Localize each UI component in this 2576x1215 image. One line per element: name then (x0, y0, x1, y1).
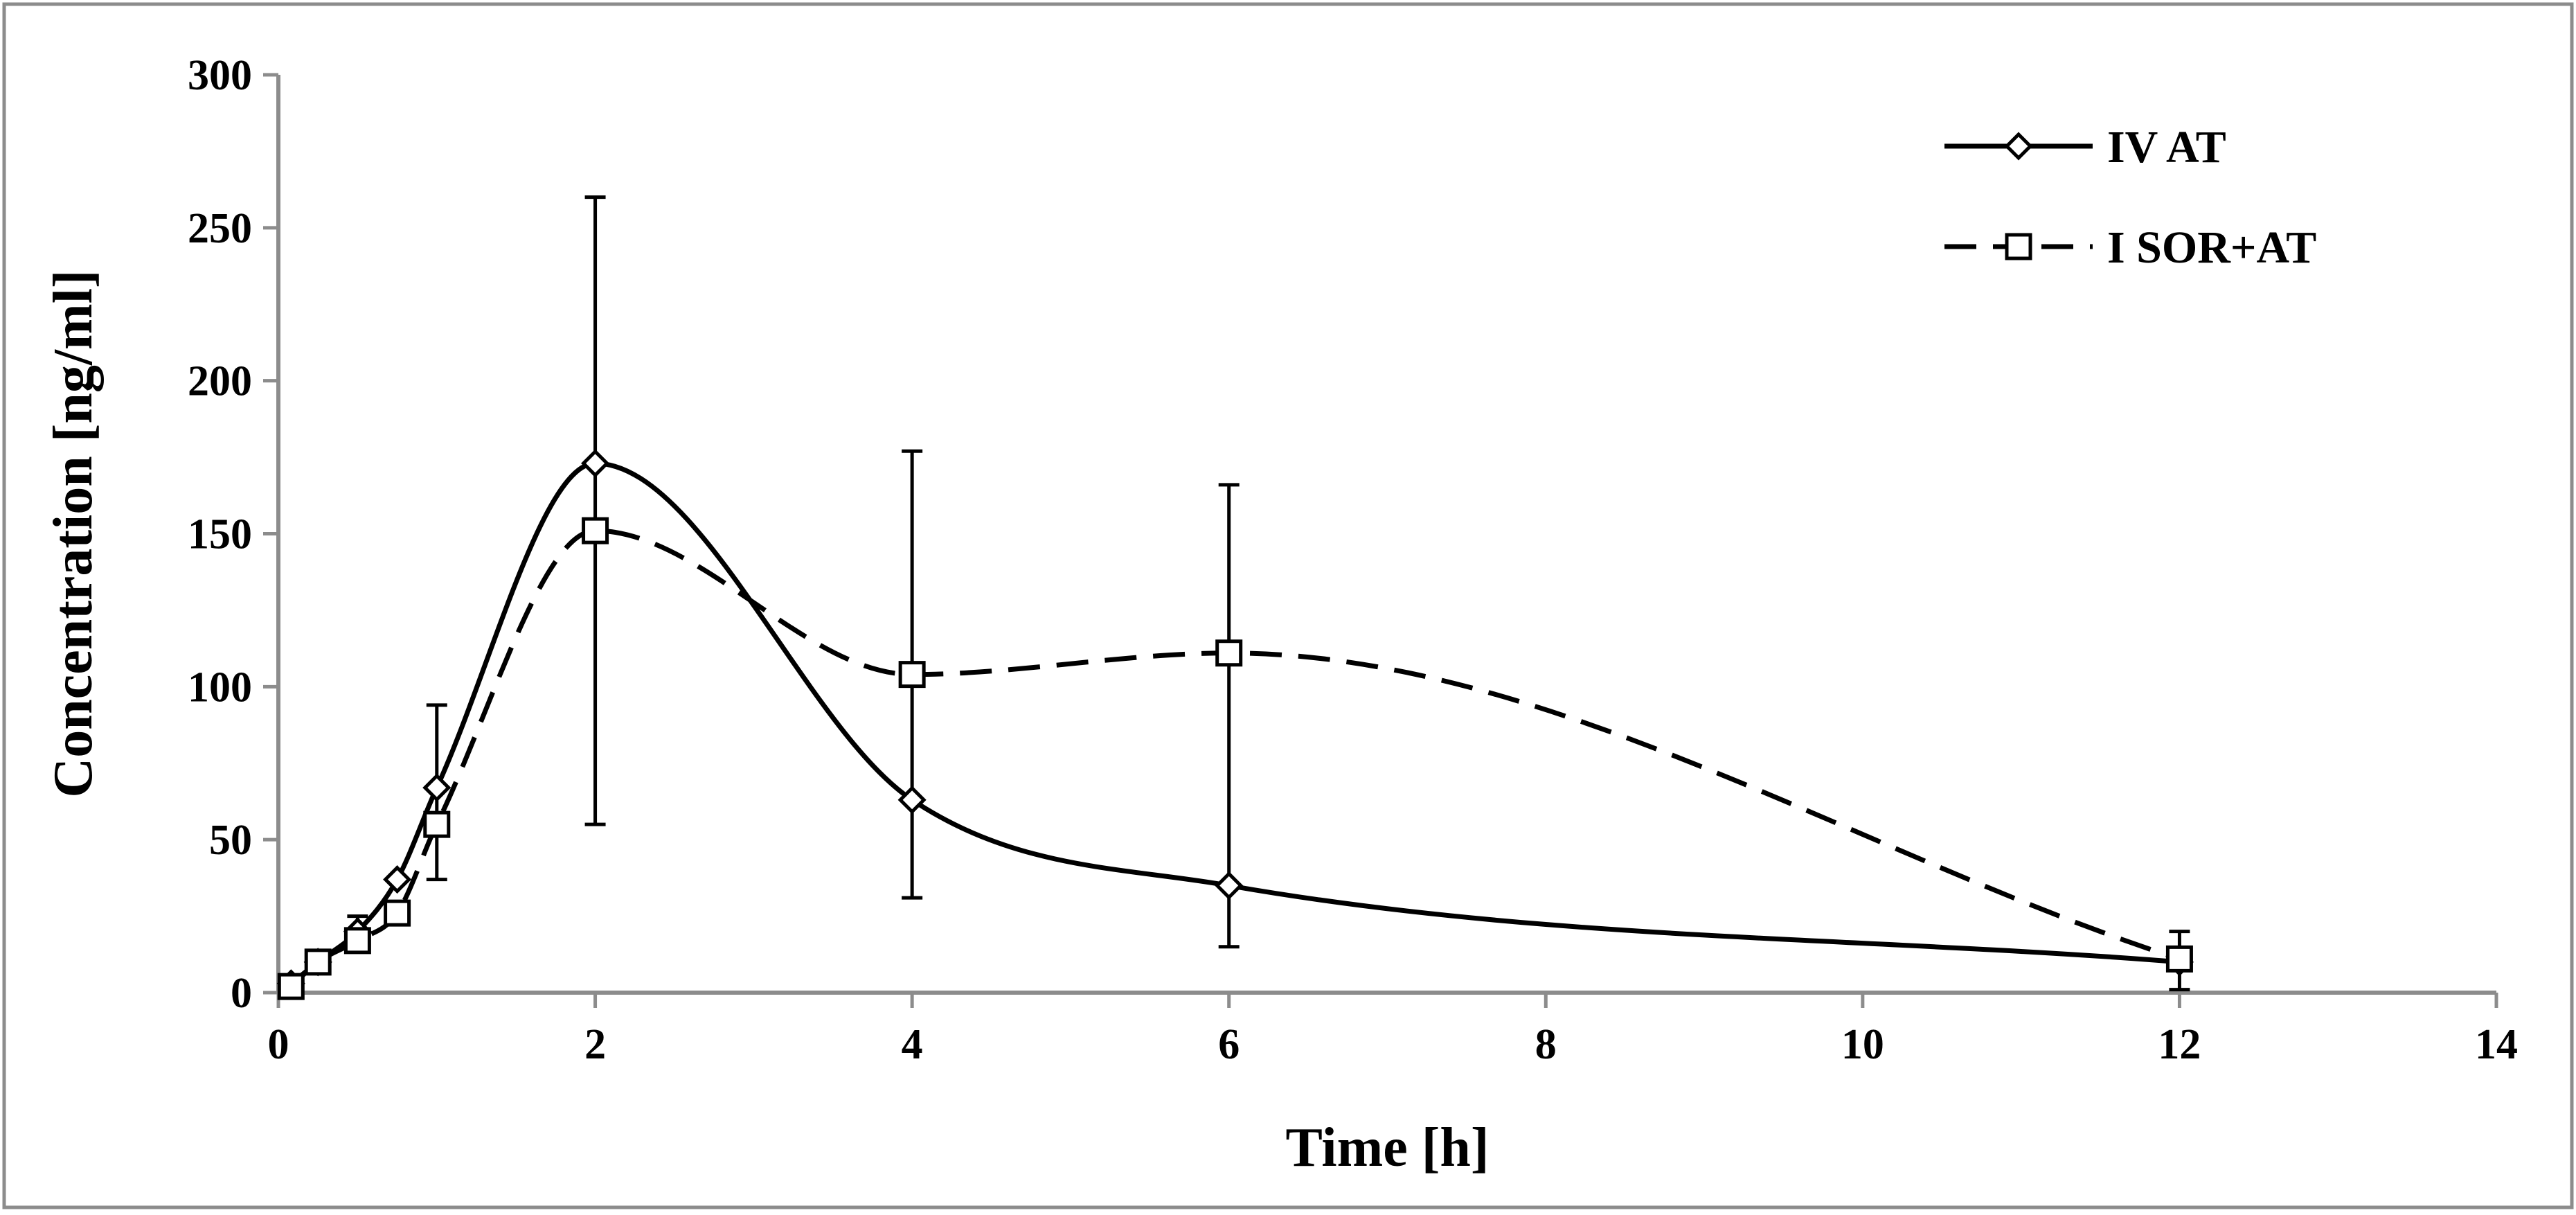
x-tick-label: 10 (1841, 1021, 1884, 1068)
data-point-iv-at (581, 449, 610, 478)
data-point-i-sor-at (277, 973, 305, 1000)
data-point-i-sor-at (423, 810, 451, 838)
series-lines-group (289, 461, 2181, 988)
x-tick-label: 14 (2475, 1021, 2518, 1068)
data-point-iv-at (1215, 871, 1244, 900)
series-line-iv-at (289, 461, 2180, 986)
y-tick-label: 300 (188, 52, 252, 99)
y-tick-label: 250 (188, 205, 252, 252)
axes-group: 0 50 100 150 200 250 300 0 2 4 6 8 10 12 14 (188, 52, 2518, 1068)
legend-label-i-sor-at: I SOR+AT (2107, 222, 2316, 273)
markers-group (276, 449, 2194, 1000)
x-tick-label: 0 (268, 1021, 289, 1068)
data-point-i-sor-at (384, 899, 411, 927)
data-point-iv-at (422, 773, 451, 802)
x-tick-label: 4 (902, 1021, 923, 1068)
series-line-i-sor-at (289, 528, 2181, 988)
x-tick-label: 12 (2158, 1021, 2201, 1068)
x-tick-label: 2 (584, 1021, 606, 1068)
legend-label-iv-at: IV AT (2107, 122, 2226, 172)
y-tick-label: 200 (188, 358, 252, 405)
legend: IV AT I SOR+AT (1944, 122, 2316, 273)
data-point-i-sor-at (343, 927, 371, 955)
legend-marker-square-icon (2005, 233, 2032, 260)
data-point-i-sor-at (898, 661, 926, 689)
y-axis-title: Concentration [ng/ml] (43, 269, 104, 797)
data-point-i-sor-at (304, 948, 332, 976)
data-point-iv-at (383, 865, 412, 894)
y-tick-label: 50 (209, 817, 252, 864)
y-tick-label: 100 (188, 664, 252, 711)
x-tick-label: 6 (1218, 1021, 1240, 1068)
x-axis-title: Time [h] (1285, 1117, 1489, 1178)
legend-marker-diamond-icon (2004, 132, 2033, 161)
y-tick-label: 0 (231, 970, 252, 1017)
data-point-iv-at (897, 786, 927, 815)
data-point-i-sor-at (582, 517, 609, 544)
data-point-i-sor-at (1215, 639, 1243, 667)
y-tick-label: 150 (188, 511, 252, 558)
data-point-i-sor-at (2165, 945, 2193, 973)
legend-item-iv-at: IV AT (1944, 122, 2226, 172)
x-tick-label: 8 (1535, 1021, 1557, 1068)
legend-item-i-sor-at: I SOR+AT (1944, 222, 2316, 273)
